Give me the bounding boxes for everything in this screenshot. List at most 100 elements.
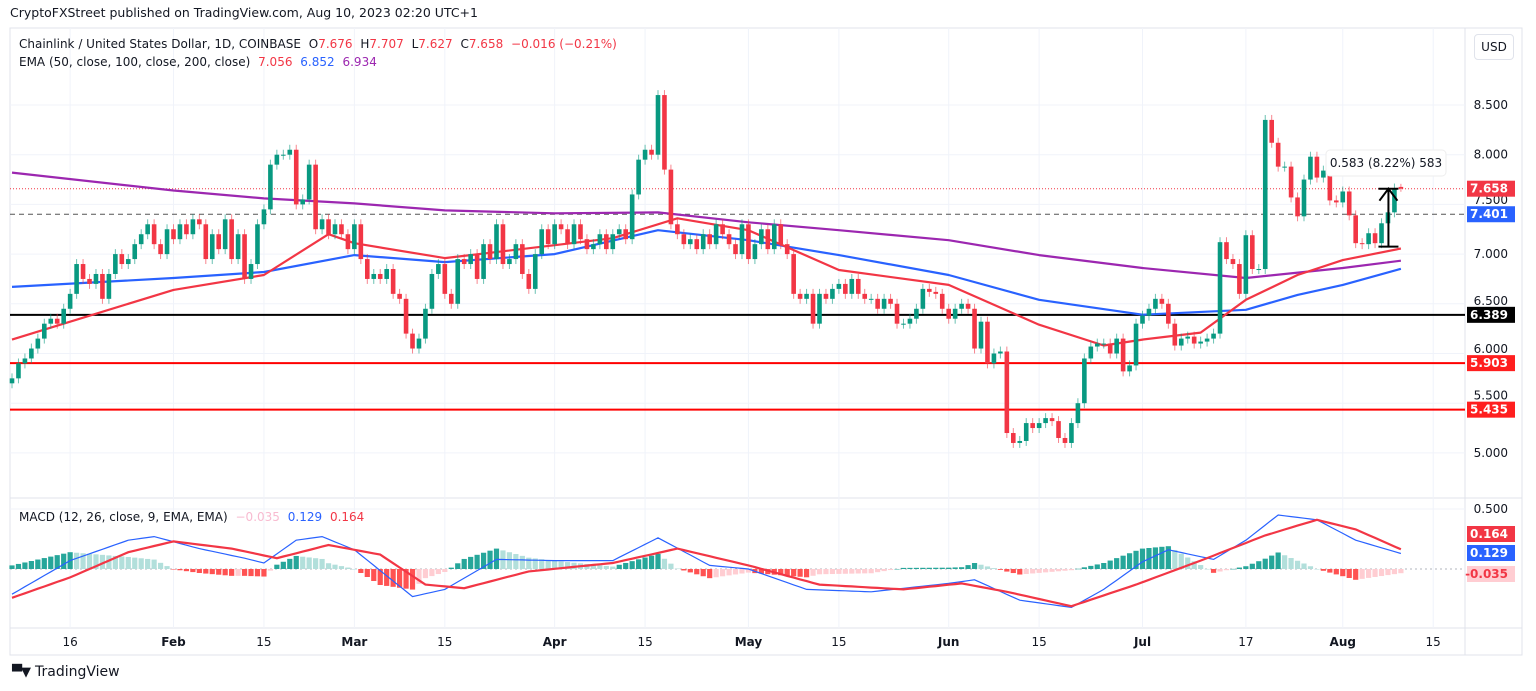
candle (22, 353, 28, 369)
candle-body (571, 224, 577, 245)
candle (410, 328, 415, 354)
macd-histogram-bar (875, 569, 881, 573)
price-tick-label: 7.500 (1474, 193, 1508, 207)
candle (694, 234, 700, 255)
candle (649, 144, 654, 160)
candle-body (436, 264, 441, 274)
currency-button[interactable]: USD (1474, 34, 1514, 60)
candle (319, 214, 325, 235)
macd-legend: MACD (12, 26, close, 9, EMA, EMA) −0.035… (19, 510, 368, 524)
macd-histogram-bar (597, 565, 603, 569)
ohlc-high-value: 7.707 (369, 37, 404, 51)
candle (222, 214, 228, 255)
candle-body (1211, 333, 1216, 339)
candle (720, 219, 725, 240)
candle-body (752, 244, 758, 260)
price-tick-label: 5.000 (1474, 446, 1508, 460)
macd-histogram-bar (461, 558, 467, 569)
ohlc-low: L7.627 (412, 37, 453, 51)
measure-arrow-head-icon (1378, 187, 1399, 202)
macd-histogram-bar (209, 569, 215, 575)
candle (927, 283, 932, 297)
macd-histogram-bar (93, 554, 99, 569)
candle (67, 288, 73, 314)
candle (998, 346, 1003, 359)
candle-body (584, 239, 590, 250)
macd-histogram-bar (325, 563, 332, 569)
candle (920, 283, 926, 314)
candle (1353, 210, 1358, 249)
symbol-name[interactable]: Chainlink / United States Dollar, 1D, CO… (19, 37, 301, 51)
measure-label-box (1325, 149, 1447, 177)
candle (591, 239, 596, 255)
macd-histogram-bar (1243, 566, 1249, 569)
candle (759, 224, 764, 250)
macd-histogram-bar (655, 553, 661, 569)
macd-histogram-bar (1075, 568, 1081, 570)
macd-histogram-bar (1107, 560, 1113, 569)
macd-histogram-bar (1314, 569, 1320, 570)
macd-histogram-bar (558, 561, 564, 569)
candle (1237, 259, 1242, 299)
macd-histogram-bar (1223, 569, 1230, 571)
candle (939, 288, 945, 314)
macd-histogram-bar (196, 569, 202, 573)
macd-histogram-bar (907, 567, 913, 569)
candle (177, 219, 183, 245)
ema-legend: EMA (50, close, 100, close, 200, close) … (19, 55, 381, 69)
candle-body (474, 254, 480, 279)
level-badge: 5.903 (1470, 356, 1508, 370)
macd-histogram-bar (338, 566, 345, 569)
macd-label[interactable]: MACD (12, 26, close, 9, EMA, EMA) (19, 510, 228, 524)
candle (455, 254, 461, 309)
candle-body (481, 244, 486, 279)
macd-histogram-bar (926, 567, 932, 569)
candle (1120, 333, 1126, 377)
candle-body (67, 293, 73, 309)
candle-body (1114, 338, 1119, 354)
macd-histogram-bar (1165, 546, 1171, 569)
candle (1321, 165, 1326, 183)
candle (1314, 151, 1320, 183)
macd-histogram-bar (1198, 565, 1204, 569)
ema-label[interactable]: EMA (50, close, 100, close, 200, close) (19, 55, 251, 69)
candle (1243, 230, 1249, 299)
candle-body (274, 154, 280, 165)
candle-body (720, 224, 725, 235)
macd-histogram-bar (345, 567, 351, 569)
macd-histogram-bar (1036, 569, 1042, 573)
candle (313, 159, 318, 235)
candle (164, 224, 170, 260)
candle (1262, 114, 1268, 274)
candle-body (403, 298, 409, 334)
candle-body (558, 224, 564, 230)
x-tick-label: 15 (256, 635, 271, 649)
ohlc-low-value: 7.627 (418, 37, 453, 51)
macd-histogram-bar (1191, 561, 1197, 569)
macd-histogram-bar (358, 569, 364, 573)
macd-histogram-bar (1010, 569, 1016, 574)
macd-histogram-bar (539, 559, 545, 569)
price-change: −0.016 (−0.21%) (511, 37, 617, 51)
candle (1398, 183, 1404, 192)
candle-body (675, 224, 680, 235)
tradingview-logo[interactable]: ▀▼ TradingView (12, 664, 120, 680)
candle-body (345, 234, 351, 250)
candle (1049, 413, 1055, 427)
macd-histogram-bar (842, 569, 848, 574)
macd-histogram-bar (474, 554, 480, 569)
candle (765, 224, 771, 255)
prev-close-badge-bg (1467, 206, 1515, 223)
candle (474, 249, 480, 284)
candle (1030, 418, 1035, 434)
candle (558, 219, 564, 235)
candle-body (377, 273, 383, 279)
candle (881, 293, 887, 314)
candle-body (125, 259, 131, 265)
candle-body (1017, 440, 1023, 443)
candle (42, 318, 47, 344)
macd-histogram-bar (435, 569, 441, 575)
candle (746, 219, 751, 265)
macd-histogram-bar (1378, 569, 1385, 577)
